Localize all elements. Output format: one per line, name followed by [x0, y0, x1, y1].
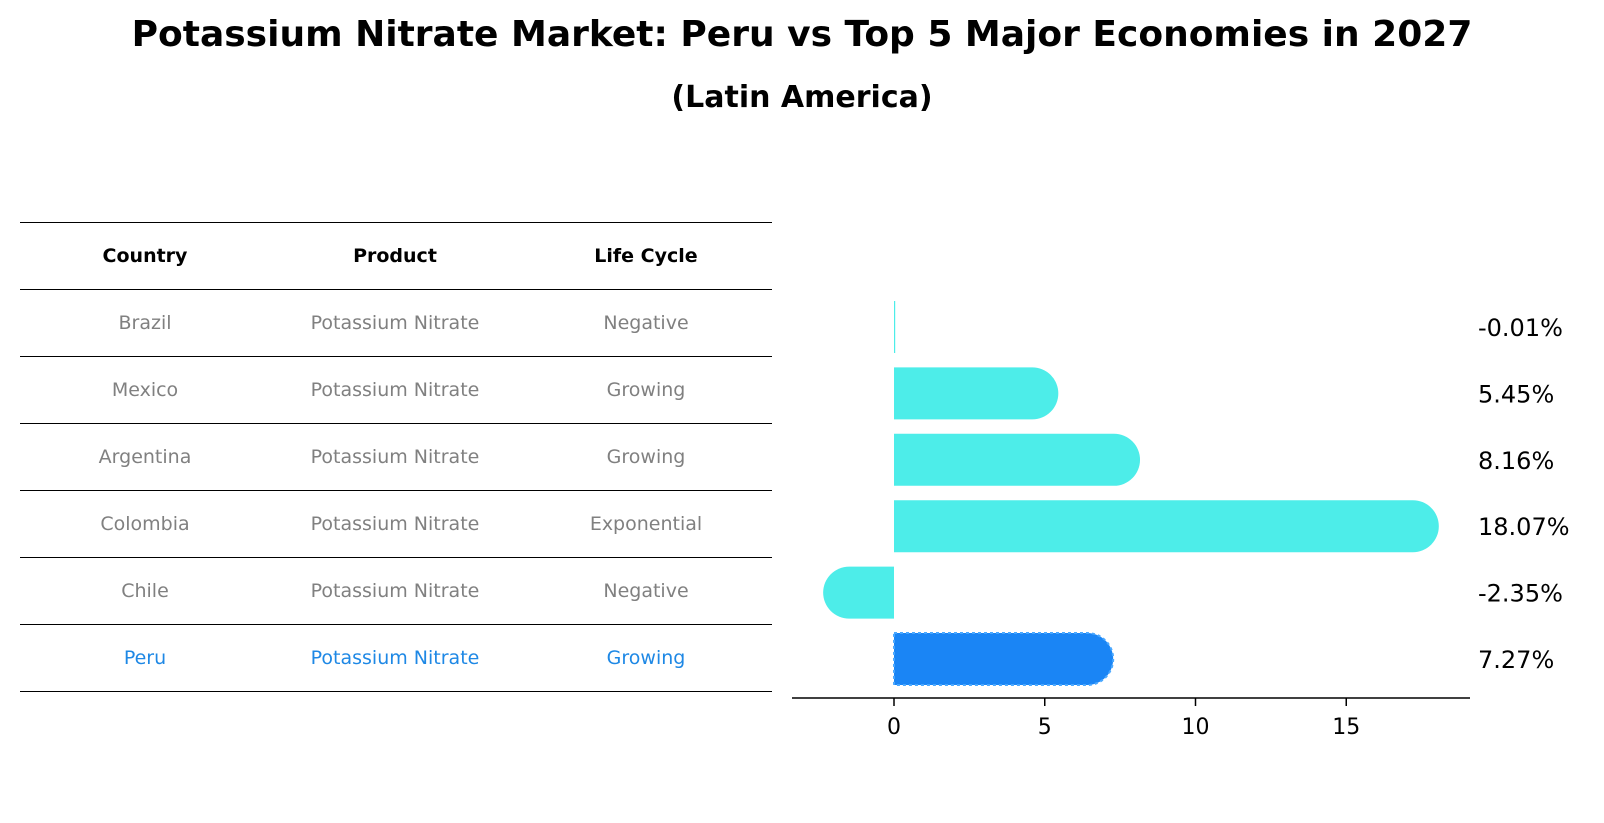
value-label-chile: -2.35% — [1478, 580, 1563, 608]
chart-title: Potassium Nitrate Market: Peru vs Top 5 … — [131, 14, 1473, 55]
value-label-peru: 7.27% — [1478, 646, 1554, 674]
value-label-colombia: 18.07% — [1478, 513, 1570, 541]
table-row-highlight: Peru Potassium Nitrate Growing — [20, 625, 772, 692]
header-country: Country — [102, 245, 188, 267]
table-header-row: Country Product Life Cycle — [20, 223, 772, 290]
cell-country: Argentina — [98, 446, 192, 468]
bar-colombia — [894, 500, 1439, 553]
cell-product: Potassium Nitrate — [310, 446, 480, 468]
cell-product: Potassium Nitrate — [310, 379, 480, 401]
header-product: Product — [353, 245, 437, 267]
value-label-argentina: 8.16% — [1478, 447, 1554, 475]
header-life-cycle: Life Cycle — [594, 245, 698, 267]
x-tick-label: 15 — [1332, 715, 1360, 740]
value-label-mexico: 5.45% — [1478, 380, 1554, 408]
table-row: Argentina Potassium Nitrate Growing — [20, 424, 772, 491]
cell-country: Chile — [121, 580, 169, 602]
bar-mexico — [894, 367, 1059, 420]
bar-brazil — [894, 301, 896, 353]
cell-life-cycle: Growing — [606, 379, 686, 401]
data-table: Country Product Life Cycle Brazil Potass… — [20, 222, 772, 692]
cell-life-cycle: Negative — [603, 312, 689, 334]
cell-product: Potassium Nitrate — [310, 647, 480, 669]
table-row: Colombia Potassium Nitrate Exponential — [20, 491, 772, 558]
x-tick-label: 5 — [1038, 715, 1052, 740]
bar-argentina — [894, 433, 1141, 486]
cell-life-cycle: Exponential — [589, 513, 703, 535]
cell-product: Potassium Nitrate — [310, 312, 480, 334]
bar-peru — [893, 632, 1115, 686]
cell-country: Mexico — [111, 379, 179, 401]
value-label-brazil: -0.01% — [1478, 314, 1563, 342]
table-row: Brazil Potassium Nitrate Negative — [20, 290, 772, 357]
cell-life-cycle: Growing — [606, 446, 686, 468]
cell-product: Potassium Nitrate — [310, 513, 480, 535]
table-row: Mexico Potassium Nitrate Growing — [20, 357, 772, 424]
cell-country: Peru — [123, 647, 167, 669]
chart-subtitle: (Latin America) — [671, 80, 933, 115]
cell-life-cycle: Negative — [603, 580, 689, 602]
x-tick-label: 0 — [887, 715, 901, 740]
cell-life-cycle: Growing — [606, 647, 686, 669]
bar-chile — [823, 566, 894, 619]
x-tick-label: 10 — [1182, 715, 1210, 740]
table-row: Chile Potassium Nitrate Negative — [20, 558, 772, 625]
cell-country: Brazil — [118, 312, 172, 334]
cell-product: Potassium Nitrate — [310, 580, 480, 602]
cell-country: Colombia — [100, 513, 190, 535]
